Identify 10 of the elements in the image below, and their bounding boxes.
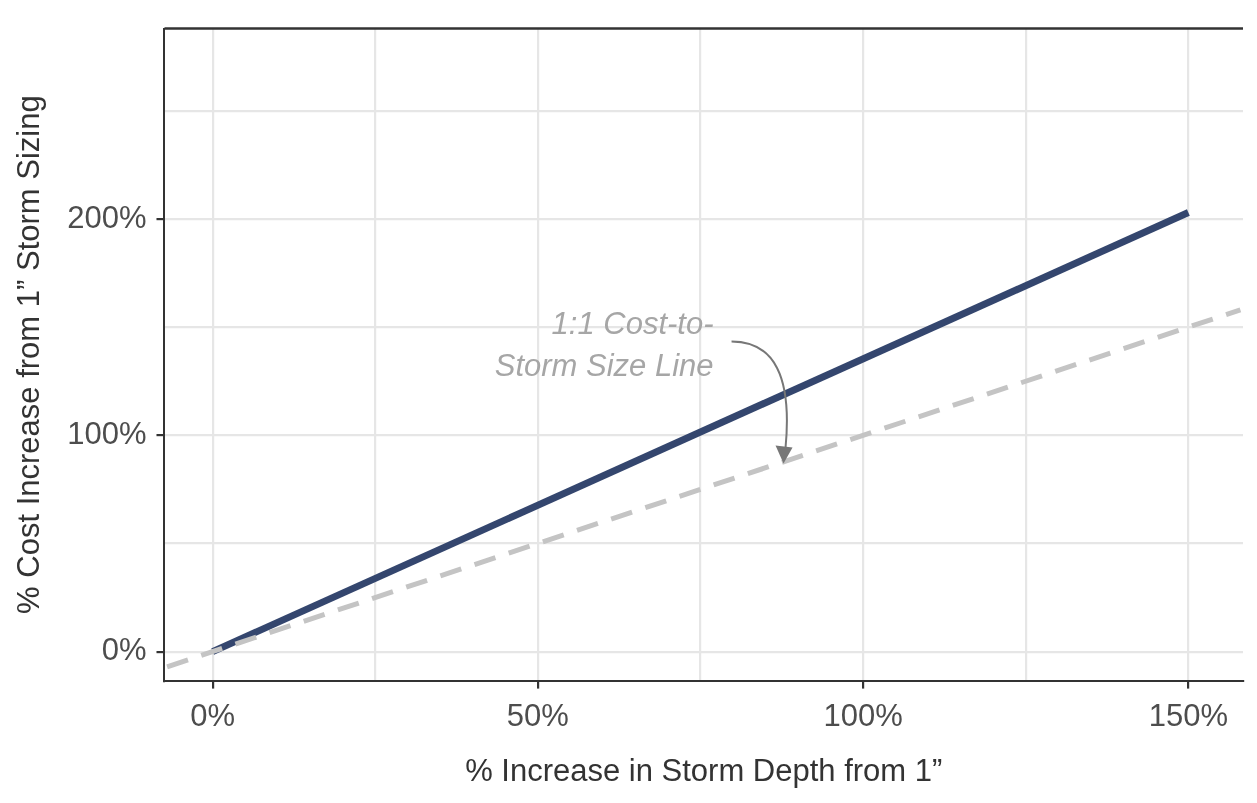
annotation: 1:1 Cost-to- Storm Size Line	[494, 306, 714, 384]
x-tick-label: 150%	[1148, 697, 1229, 733]
y-axis-title: % Cost Increase from 1” Storm Sizing	[11, 95, 47, 614]
y-tick-label: 0%	[101, 632, 147, 668]
x-tick-label: 100%	[823, 697, 903, 733]
x-tick-label: 0%	[190, 697, 236, 733]
x-axis-title: % Increase in Storm Depth from 1”	[465, 752, 943, 788]
y-tick-label: 200%	[67, 199, 147, 235]
y-tick-label: 100%	[67, 415, 147, 451]
x-tick-label: 50%	[506, 697, 569, 733]
